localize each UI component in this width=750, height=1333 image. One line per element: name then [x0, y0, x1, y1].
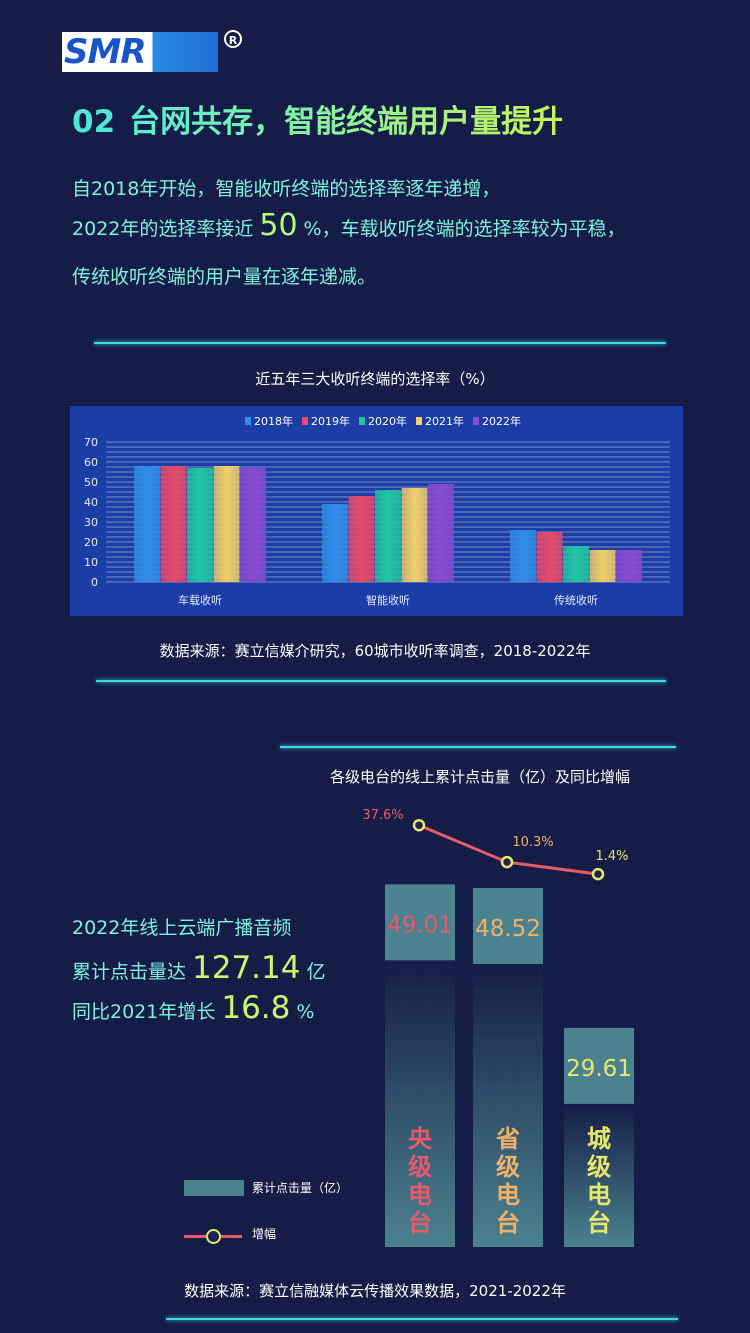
category-label-char: 省 — [495, 1125, 520, 1153]
legend-bar-swatch — [184, 1180, 244, 1196]
x-tick-label: 车载收听 — [178, 593, 222, 607]
divider — [96, 680, 666, 682]
legend-label: 2019年 — [311, 414, 350, 428]
legend-label: 2022年 — [482, 414, 521, 428]
category-label-char: 电 — [587, 1181, 611, 1209]
growth-label: 10.3% — [512, 835, 553, 850]
divider — [280, 746, 676, 748]
bar-1-4 — [213, 466, 240, 582]
category-label-char: 台 — [496, 1209, 520, 1237]
bar-value-label: 49.01 — [387, 912, 453, 938]
y-tick-label: 10 — [84, 556, 98, 569]
stats-block: 2022年线上云端广播音频 累计点击量达 127.14 亿 同比2021年增长 16.… — [72, 908, 326, 1028]
bar-3-3 — [563, 546, 589, 582]
category-label-char: 台 — [587, 1209, 611, 1237]
legend-swatch — [416, 417, 422, 425]
category-label-char: 级 — [587, 1153, 611, 1181]
y-tick-label: 0 — [91, 576, 98, 589]
bar-body-2 — [473, 963, 543, 1247]
divider — [166, 1318, 678, 1320]
intro-highlight-value: 50 — [259, 208, 298, 243]
y-tick-label: 20 — [84, 536, 98, 549]
bar-2-4 — [401, 488, 428, 582]
category-label-char: 央 — [408, 1125, 433, 1153]
source-note-2: 数据来源：赛立信融媒体云传播效果数据，2021-2022年 — [184, 1282, 566, 1300]
bar-2-5 — [428, 484, 454, 582]
growth-point — [500, 855, 514, 869]
bar-3-4 — [589, 550, 616, 582]
stat-line-2: 累计点击量达 127.14 亿 — [72, 950, 326, 986]
legend-label: 2021年 — [425, 414, 464, 428]
growth-label: 1.4% — [595, 849, 628, 864]
category-label-char: 级 — [496, 1153, 520, 1181]
category-label-char: 级 — [408, 1153, 432, 1181]
y-tick-label: 40 — [84, 496, 98, 509]
category-label-char: 电 — [408, 1181, 432, 1209]
bar-1-3 — [187, 468, 213, 582]
bar-3-1 — [510, 530, 536, 582]
chart2-svg: 49.01央级电台48.52省级电台29.61城级电台37.6%10.3%1.4… — [362, 808, 634, 1247]
bar-head-3 — [564, 1027, 634, 1104]
bar-body-3 — [564, 1103, 634, 1247]
category-label-char: 电 — [496, 1181, 520, 1209]
bar-2-2 — [348, 496, 375, 582]
bar-2-1 — [322, 504, 348, 582]
intro-line-2: 2022年的选择率接近 50 %，车载收听终端的选择率较为平稳， — [72, 208, 626, 243]
x-tick-label: 智能收听 — [366, 593, 410, 607]
bar-body-1 — [385, 960, 455, 1247]
bar-3-5 — [616, 550, 642, 582]
legend-dot-icon — [206, 1229, 221, 1244]
bar-value-label: 48.52 — [475, 916, 541, 942]
growth-point — [412, 818, 426, 832]
bar-1-5 — [240, 468, 266, 582]
bar-1-2 — [160, 466, 187, 582]
y-tick-label: 60 — [84, 456, 98, 469]
legend-swatch — [473, 417, 479, 425]
chart1-panel: 0 10 20 30 40 50 60 70 车载收听 智能收听 传统收听 2018年 2019年 202… — [70, 406, 683, 616]
y-tick-label: 70 — [84, 436, 98, 449]
intro-line-1: 自2018年开始，智能收听终端的选择率逐年递增， — [72, 178, 501, 200]
bar-value-label: 29.61 — [566, 1056, 632, 1082]
bar-head-2 — [473, 887, 543, 964]
legend-swatch — [359, 417, 365, 425]
legend-swatch — [245, 417, 251, 425]
page-title: 02 台网共存，智能终端用户量提升 — [72, 96, 563, 141]
chart1-title: 近五年三大收听终端的选择率（%） — [255, 370, 495, 388]
section-title: 台网共存，智能终端用户量提升 — [129, 104, 564, 140]
chart2-title: 各级电台的线上累计点击量（亿）及同比增幅 — [329, 768, 630, 786]
section-number: 02 — [72, 104, 116, 140]
intro-line-3: 传统收听终端的用户量在逐年递减。 — [72, 266, 377, 288]
bar-2-3 — [375, 490, 401, 582]
bar-head-1 — [385, 884, 455, 961]
legend-label: 累计点击量（亿） — [252, 1181, 349, 1195]
chart1-svg: 0 10 20 30 40 50 60 70 车载收听 智能收听 传统收听 2018年 2019年 202… — [84, 414, 670, 607]
y-tick-label: 50 — [84, 476, 98, 489]
smr-logo: SMR — [62, 32, 218, 72]
stat-growth-value: 16.8 — [221, 990, 291, 1026]
legend-label: 2020年 — [368, 414, 407, 428]
source-note-1: 数据来源：赛立信媒介研究，60城市收听率调查，2018-2022年 — [159, 642, 591, 660]
legend-label: 增幅 — [252, 1227, 277, 1241]
growth-label: 37.6% — [362, 808, 403, 823]
stat-total-value: 127.14 — [192, 950, 301, 986]
logo-text: SMR — [64, 32, 147, 72]
legend-label: 2018年 — [254, 414, 293, 428]
stat-line-1: 2022年线上云端广播音频 — [72, 917, 292, 939]
legend-swatch — [302, 417, 308, 425]
divider — [94, 342, 666, 344]
registered-mark-icon: R — [224, 30, 242, 48]
stat-line-3: 同比2021年增长 16.8% — [72, 990, 315, 1026]
x-tick-label: 传统收听 — [554, 593, 598, 607]
bar-3-2 — [536, 532, 563, 582]
category-label-char: 台 — [408, 1209, 432, 1237]
y-tick-label: 30 — [84, 516, 98, 529]
bar-1-1 — [134, 466, 160, 582]
category-label-char: 城 — [587, 1125, 611, 1153]
growth-point — [591, 867, 605, 881]
